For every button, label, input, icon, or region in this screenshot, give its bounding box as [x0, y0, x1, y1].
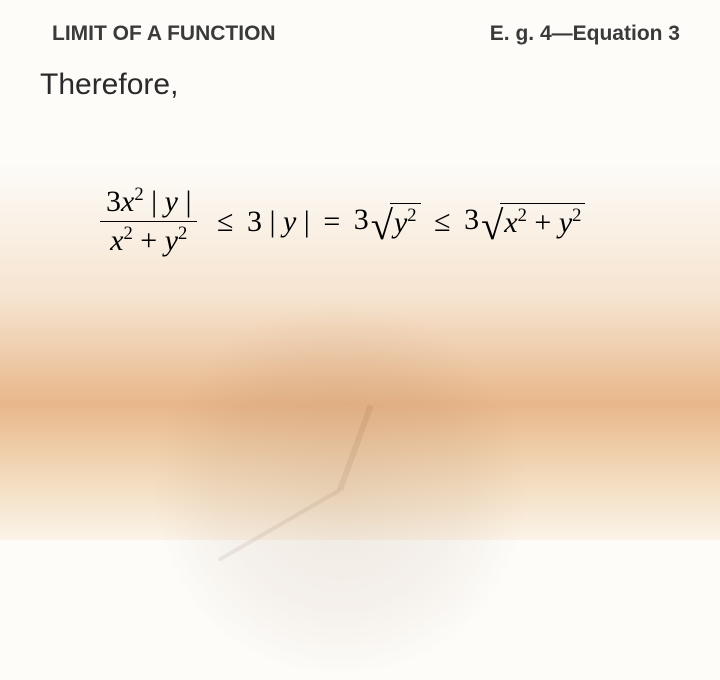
rhs1-coef: 3 [247, 205, 262, 238]
rad2-x-pow: 2 [518, 205, 527, 226]
rad2-x: x [504, 206, 517, 239]
rhs-3: 3√x2 + y2 [464, 203, 585, 241]
num-coef: 3 [106, 185, 121, 218]
den-x: x [110, 224, 123, 257]
le-2: ≤ [428, 205, 456, 239]
rhs-2: 3√y2 [354, 203, 421, 241]
rhs1-y: y [283, 205, 296, 238]
eq-1: = [317, 205, 346, 239]
den-y-pow: 2 [178, 223, 187, 244]
num-y: y [165, 185, 178, 218]
den-x-pow: 2 [123, 223, 132, 244]
radicand-1: y2 [390, 203, 421, 240]
lead-text: Therefore, [40, 68, 178, 102]
rad1-y-pow: 2 [407, 205, 416, 226]
abs-bar-r-2: | [304, 205, 310, 238]
den-plus: + [140, 224, 157, 257]
le-1: ≤ [211, 205, 239, 239]
den-y: y [165, 224, 178, 257]
decorative-clock [150, 300, 530, 680]
sqrt-1: √y2 [369, 203, 421, 241]
abs-bar-l: | [151, 185, 157, 218]
radicand-2: x2 + y2 [500, 203, 585, 240]
fraction-numerator: 3x2 | y | [100, 185, 197, 221]
abs-bar-r: | [185, 185, 191, 218]
sqrt-2: √x2 + y2 [479, 203, 585, 241]
num-x-pow: 2 [134, 184, 143, 205]
rhs-1: 3 | y | [247, 205, 310, 239]
equation: 3x2 | y | x2 + y2 ≤ 3 | y | = 3√y2 ≤ 3√x… [100, 185, 585, 258]
rad2-y-pow: 2 [572, 205, 581, 226]
section-title: LIMIT OF A FUNCTION [52, 22, 276, 46]
fraction-denominator: x2 + y2 [100, 221, 197, 258]
rad2-y: y [559, 206, 572, 239]
abs-bar-l-2: | [269, 205, 275, 238]
rad1-y: y [394, 206, 407, 239]
rad2-plus: + [534, 206, 551, 239]
equation-fraction: 3x2 | y | x2 + y2 [100, 185, 197, 258]
example-ref: E. g. 4—Equation 3 [490, 22, 680, 46]
rhs2-coef: 3 [354, 203, 369, 236]
rhs3-coef: 3 [464, 203, 479, 236]
num-x: x [121, 185, 134, 218]
